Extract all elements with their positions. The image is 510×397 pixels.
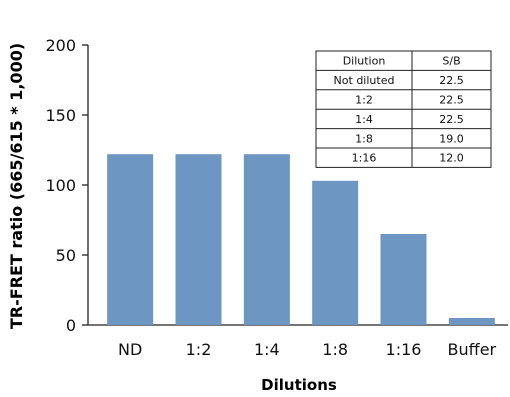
y-tick-label: 200 [45,36,76,55]
bar [312,180,359,325]
table-cell: 22.5 [439,94,464,107]
axes: 0 50 100 150 200 ND 1:2 1:4 1:8 1:16 Buffer [45,36,508,359]
y-tick-label: 150 [45,106,76,125]
bar [107,154,154,325]
x-tick-label: ND [118,340,142,359]
y-tick-label: 0 [66,316,76,335]
x-tick-label: 1:16 [386,340,422,359]
x-tick-label: 1:2 [186,340,212,359]
table-cell: 22.5 [439,113,464,126]
table-cell: 1:16 [352,152,377,165]
x-tick-label: Buffer [448,340,497,359]
table-cell: 19.0 [439,132,464,145]
bar [175,154,222,325]
x-tick-label: 1:4 [254,340,280,359]
table-cell: 12.0 [439,152,464,165]
y-tick-label: 50 [56,246,76,265]
bar [448,318,495,325]
x-tick-label: 1:8 [322,340,348,359]
x-axis-title: Dilutions [261,376,337,394]
table-cell: Not diluted [334,74,395,87]
annotation-table: Dilution S/B Not diluted 22.5 1:2 22.5 1:4 22.5… [315,50,492,168]
table-cell: 1:2 [355,94,373,107]
y-tick-label: 100 [45,176,76,195]
table-cell: 22.5 [439,74,464,87]
bars [107,154,495,325]
bar [243,154,290,325]
table-cell: 1:4 [355,113,373,126]
table-header-cell: Dilution [343,55,386,68]
bar [380,234,427,325]
table-header-cell: S/B [442,55,460,68]
table-cell: 1:8 [355,132,373,145]
y-axis-title: TR-FRET ratio (665/615 * 1,000) [7,43,26,329]
